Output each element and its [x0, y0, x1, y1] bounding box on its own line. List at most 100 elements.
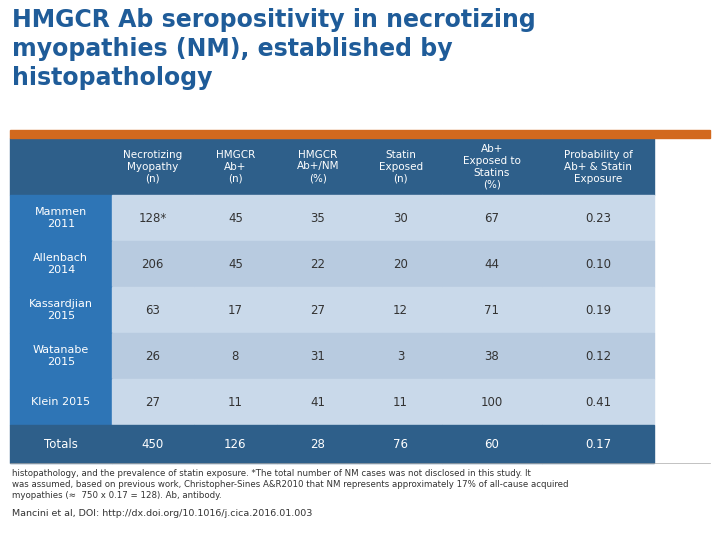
Text: 22: 22	[310, 258, 325, 271]
Text: 38: 38	[485, 349, 500, 362]
Bar	[276, 287, 359, 333]
Bar	[359, 425, 442, 463]
Bar	[442, 138, 542, 195]
Bar	[542, 287, 654, 333]
Bar	[194, 195, 276, 241]
Bar	[112, 287, 194, 333]
Bar	[194, 333, 276, 379]
Text: histopathology, and the prevalence of statin exposure. *The total number of NM c: histopathology, and the prevalence of st…	[12, 469, 531, 478]
Text: 71: 71	[485, 303, 500, 316]
Text: 30: 30	[393, 212, 408, 225]
Bar	[10, 130, 710, 138]
Text: 27: 27	[145, 395, 161, 408]
Bar	[542, 333, 654, 379]
Bar	[10, 241, 112, 287]
Bar	[10, 195, 112, 241]
Bar	[10, 138, 112, 195]
Bar	[194, 138, 276, 195]
Bar	[194, 287, 276, 333]
Bar	[359, 138, 442, 195]
Bar	[542, 138, 654, 195]
Text: 0.41: 0.41	[585, 395, 611, 408]
Text: 0.12: 0.12	[585, 349, 611, 362]
Text: myopathies (≈  750 x 0.17 = 128). Ab, antibody.: myopathies (≈ 750 x 0.17 = 128). Ab, ant…	[12, 491, 222, 500]
Bar	[359, 195, 442, 241]
Text: 8: 8	[232, 349, 239, 362]
Text: Watanabe
2015: Watanabe 2015	[32, 345, 89, 367]
Bar	[194, 241, 276, 287]
Bar	[359, 287, 442, 333]
Text: 450: 450	[142, 437, 164, 450]
Text: 206: 206	[142, 258, 164, 271]
Text: 11: 11	[393, 395, 408, 408]
Text: Statin
Exposed
(n): Statin Exposed (n)	[379, 150, 423, 184]
Text: 11: 11	[228, 395, 243, 408]
Text: Probability of
Ab+ & Statin
Exposure: Probability of Ab+ & Statin Exposure	[564, 150, 632, 184]
Text: 26: 26	[145, 349, 161, 362]
Text: was assumed, based on previous work, Christopher-Sines A&R2010 that NM represent: was assumed, based on previous work, Chr…	[12, 480, 569, 489]
Bar	[442, 287, 542, 333]
Bar	[442, 333, 542, 379]
Bar	[112, 138, 194, 195]
Text: Totals: Totals	[44, 437, 78, 450]
Text: Kassardjian
2015: Kassardjian 2015	[29, 299, 93, 321]
Text: 28: 28	[310, 437, 325, 450]
Bar	[112, 379, 194, 425]
Text: 45: 45	[228, 258, 243, 271]
Text: 31: 31	[310, 349, 325, 362]
Text: 63: 63	[145, 303, 161, 316]
Text: 67: 67	[485, 212, 500, 225]
Text: Mancini et al, DOI: http://dx.doi.org/10.1016/j.cica.2016.01.003: Mancini et al, DOI: http://dx.doi.org/10…	[12, 509, 312, 518]
Bar	[112, 241, 194, 287]
Bar	[10, 333, 112, 379]
Text: 35: 35	[310, 212, 325, 225]
Bar	[276, 425, 359, 463]
Text: 0.19: 0.19	[585, 303, 611, 316]
Bar	[276, 195, 359, 241]
Text: 126: 126	[224, 437, 247, 450]
Bar	[194, 425, 276, 463]
Text: HMGCR
Ab+
(n): HMGCR Ab+ (n)	[216, 150, 255, 184]
Bar	[542, 241, 654, 287]
Bar	[10, 425, 112, 463]
Text: 44: 44	[485, 258, 500, 271]
Bar	[442, 379, 542, 425]
Text: 27: 27	[310, 303, 325, 316]
Text: 3: 3	[397, 349, 405, 362]
Text: HMGCR Ab seropositivity in necrotizing
myopathies (NM), established by
histopath: HMGCR Ab seropositivity in necrotizing m…	[12, 8, 536, 90]
Bar	[194, 379, 276, 425]
Text: 17: 17	[228, 303, 243, 316]
Text: Klein 2015: Klein 2015	[31, 397, 90, 407]
Bar	[276, 241, 359, 287]
Text: 41: 41	[310, 395, 325, 408]
Bar	[276, 138, 359, 195]
Bar	[542, 195, 654, 241]
Bar	[442, 241, 542, 287]
Text: Allenbach
2014: Allenbach 2014	[33, 253, 89, 275]
Text: Necrotizing
Myopathy
(n): Necrotizing Myopathy (n)	[123, 150, 182, 184]
Bar	[359, 379, 442, 425]
Bar	[442, 425, 542, 463]
Bar	[10, 287, 112, 333]
Bar	[542, 425, 654, 463]
Bar	[112, 333, 194, 379]
Text: 0.10: 0.10	[585, 258, 611, 271]
Bar	[112, 195, 194, 241]
Bar	[359, 241, 442, 287]
Text: Mammen
2011: Mammen 2011	[35, 207, 87, 229]
Bar	[10, 379, 112, 425]
Text: 76: 76	[393, 437, 408, 450]
Text: HMGCR
Ab+/NM
(%): HMGCR Ab+/NM (%)	[297, 150, 339, 184]
Text: 12: 12	[393, 303, 408, 316]
Text: 128*: 128*	[139, 212, 167, 225]
Bar	[276, 379, 359, 425]
Text: 100: 100	[481, 395, 503, 408]
Text: 45: 45	[228, 212, 243, 225]
Text: 0.23: 0.23	[585, 212, 611, 225]
Text: 60: 60	[485, 437, 500, 450]
Text: 0.17: 0.17	[585, 437, 611, 450]
Bar	[276, 333, 359, 379]
Bar	[442, 195, 542, 241]
Text: 20: 20	[393, 258, 408, 271]
Bar	[542, 379, 654, 425]
